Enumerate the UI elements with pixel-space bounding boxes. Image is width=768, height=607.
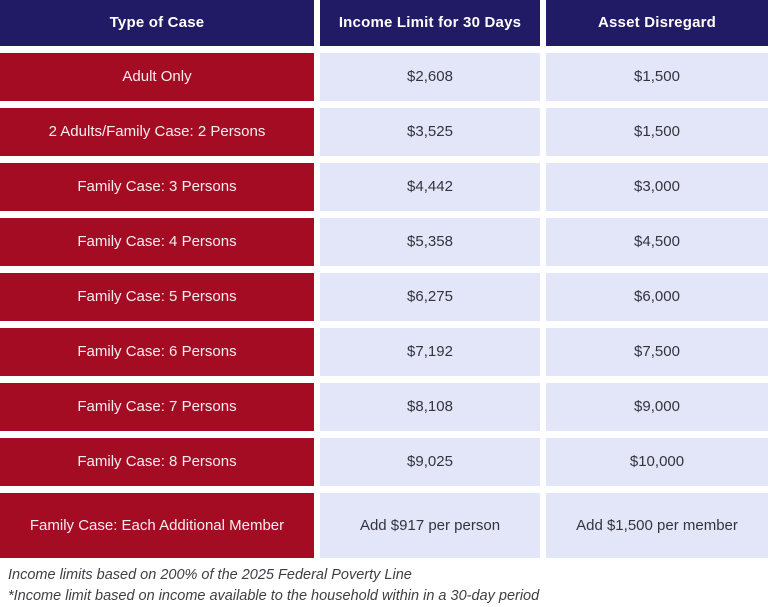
asset-cell: Add $1,500 per member — [546, 493, 768, 558]
income-cell: $4,442 — [320, 163, 540, 211]
asset-cell: $9,000 — [546, 383, 768, 431]
asset-cell: $6,000 — [546, 273, 768, 321]
asset-cell: $1,500 — [546, 53, 768, 101]
income-cell: $7,192 — [320, 328, 540, 376]
header-type-of-case: Type of Case — [0, 0, 314, 46]
income-cell: $5,358 — [320, 218, 540, 266]
asset-cell: $3,000 — [546, 163, 768, 211]
income-cell: $6,275 — [320, 273, 540, 321]
case-cell: Adult Only — [0, 53, 314, 101]
case-cell: Family Case: 6 Persons — [0, 328, 314, 376]
case-cell: Family Case: 3 Persons — [0, 163, 314, 211]
case-cell: Family Case: 4 Persons — [0, 218, 314, 266]
footnote-income-period: *Income limit based on income available … — [8, 588, 540, 605]
income-limit-table: Type of Case Income Limit for 30 Days As… — [0, 0, 768, 558]
asset-cell: $10,000 — [546, 438, 768, 486]
asset-cell: $1,500 — [546, 108, 768, 156]
case-cell: Family Case: Each Additional Member — [0, 493, 314, 558]
case-cell: 2 Adults/Family Case: 2 Persons — [0, 108, 314, 156]
income-cell: $8,108 — [320, 383, 540, 431]
footnote-poverty-line: Income limits based on 200% of the 2025 … — [8, 567, 412, 583]
header-income-limit: Income Limit for 30 Days — [320, 0, 540, 46]
case-cell: Family Case: 5 Persons — [0, 273, 314, 321]
income-cell: $9,025 — [320, 438, 540, 486]
asset-cell: $7,500 — [546, 328, 768, 376]
income-cell: $2,608 — [320, 53, 540, 101]
asset-cell: $4,500 — [546, 218, 768, 266]
income-cell: $3,525 — [320, 108, 540, 156]
header-asset-disregard: Asset Disregard — [546, 0, 768, 46]
case-cell: Family Case: 7 Persons — [0, 383, 314, 431]
income-cell: Add $917 per person — [320, 493, 540, 558]
case-cell: Family Case: 8 Persons — [0, 438, 314, 486]
footnotes: Income limits based on 200% of the 2025 … — [0, 558, 768, 607]
